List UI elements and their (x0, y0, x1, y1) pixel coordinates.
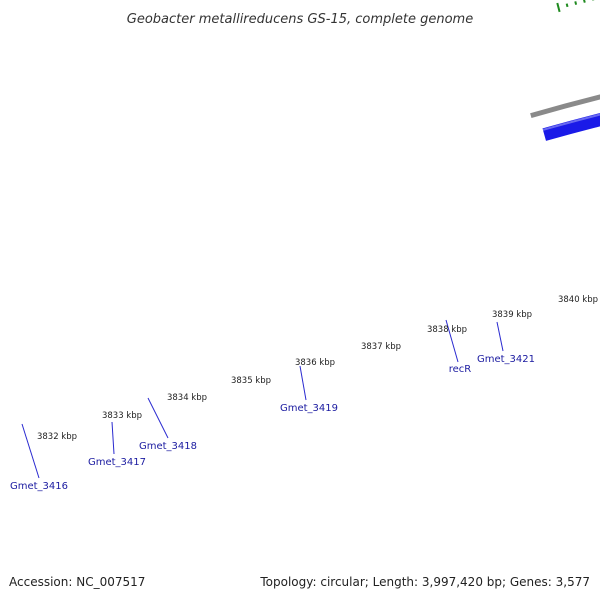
leader-line (445, 319, 459, 363)
kbp-label: 3837 kbp (361, 342, 401, 352)
gene-features (542, 45, 600, 141)
leader-line (147, 397, 169, 439)
gene-label[interactable]: Gmet_3419 (280, 403, 338, 414)
kbp-label: 3834 kbp (167, 393, 207, 403)
leader-line (299, 365, 307, 401)
kbp-label: 3839 kbp (492, 310, 532, 320)
kbp-label: 3833 kbp (102, 411, 142, 421)
leader-line (496, 321, 504, 352)
scale-tick (556, 2, 561, 13)
scale-ticks (556, 0, 595, 13)
genome-backbone (530, 94, 600, 119)
gene-labels: Gmet_3416 Gmet_3417 Gmet_3418 Gmet_3419 recR… (10, 354, 535, 492)
scale-tick (574, 1, 578, 5)
kbp-label: 3840 kbp (558, 295, 598, 305)
gene-label[interactable]: Gmet_3418 (139, 441, 197, 452)
scale-tick (565, 3, 569, 8)
gene-label[interactable]: recR (449, 364, 472, 375)
feature-gene-left-strand-highlight (542, 113, 600, 131)
gene-label[interactable]: Gmet_3421 (477, 354, 535, 365)
kbp-labels: 3832 kbp 3833 kbp 3834 kbp 3835 kbp 3836 kbp… (37, 295, 598, 442)
feature-gene-left-strand[interactable] (542, 45, 600, 141)
map-title: Geobacter metallireducens GS-15, complet… (127, 12, 473, 27)
kbp-label: 3832 kbp (37, 432, 77, 442)
genome-summary-text: Topology: circular; Length: 3,997,420 bp… (259, 575, 590, 589)
accession-text: Accession: NC_007517 (9, 575, 145, 589)
leader-line (111, 421, 115, 455)
leader-line (21, 423, 40, 479)
scale-tick (583, 0, 586, 3)
kbp-label: 3835 kbp (231, 376, 271, 386)
kbp-label: 3838 kbp (427, 325, 467, 335)
gene-label[interactable]: Gmet_3416 (10, 481, 68, 492)
label-leaders (21, 319, 504, 479)
gene-label[interactable]: Gmet_3417 (88, 457, 146, 468)
kbp-label: 3836 kbp (295, 358, 335, 368)
